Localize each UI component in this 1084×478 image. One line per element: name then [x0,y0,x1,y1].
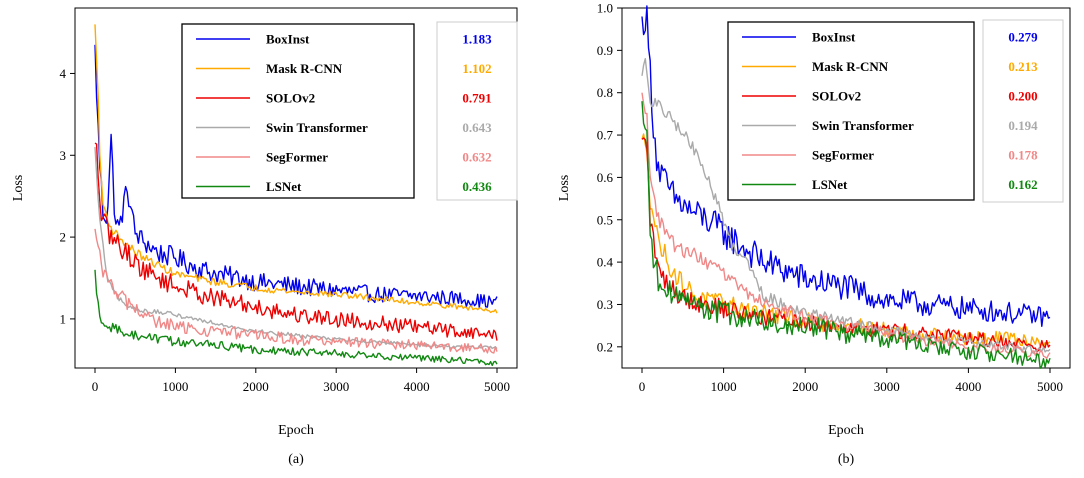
series-line [641,92,1051,359]
legend: BoxInst 0.279 Mask R-CNN 0.213 SOLOv2 0.200 Sw… [727,19,1064,203]
legend: BoxInst 1.183 Mask R-CNN 1.102 SOLOv2 0.791 Sw… [181,21,518,201]
panel-label: (b) [838,452,855,467]
legend-value: 0.178 [1008,148,1038,163]
series-line [641,137,1051,353]
legend-label: Mask R-CNN [812,59,889,74]
legend-label: BoxInst [812,30,856,45]
series-line [94,44,498,309]
y-tick-label: 0.2 [597,339,613,354]
legend-value: 0.791 [462,91,491,106]
panel-label: (a) [288,452,304,467]
legend-value: 0.279 [1008,30,1038,45]
y-tick-label: 0.5 [597,212,613,227]
legend-label: SegFormer [266,150,328,165]
x-tick-label: 5000 [484,379,510,394]
x-tick-label: 2000 [792,379,818,394]
y-tick-label: 1.0 [597,1,613,16]
loss-chart-a: 0 1000 2000 3000 4000 5000 1 2 3 4 Epoch Loss (a) Box… [11,7,518,467]
legend-value: 0.213 [1008,59,1038,74]
legend-box [181,23,415,199]
x-tick-label: 4000 [955,379,981,394]
y-axis-title: Loss [557,175,572,201]
series-line [94,142,498,341]
y-tick-label: 0.3 [597,297,613,312]
x-axis-title: Epoch [278,423,314,438]
legend-label: LSNet [266,179,302,194]
series-line [641,58,1051,354]
legend-value: 0.436 [462,179,492,194]
y-tick-label: 0.8 [597,85,613,100]
legend-value: 1.183 [462,32,492,47]
legend-value: 0.632 [462,150,491,165]
y-tick-label: 0.9 [597,43,613,58]
series-line [94,24,498,314]
x-tick-label: 5000 [1037,379,1063,394]
y-tick-label: 0.7 [597,128,614,143]
legend-value: 0.200 [1008,89,1037,104]
value-box [982,19,1064,203]
legend-value: 0.194 [1008,118,1038,133]
legend-label: SOLOv2 [266,91,315,106]
y-tick-label: 0.6 [597,170,614,185]
legend-label: Swin Transformer [266,120,368,135]
legend-label: Swin Transformer [812,118,914,133]
legend-label: BoxInst [266,32,310,47]
y-axis-title: Loss [11,175,26,201]
series-line [94,228,498,354]
x-axis-title: Epoch [828,423,864,438]
x-tick-label: 3000 [323,379,349,394]
x-tick-label: 0 [92,379,99,394]
y-tick-label: 2 [60,230,67,245]
legend-value: 0.643 [462,120,492,135]
series-line [641,101,1051,369]
legend-box [727,21,975,201]
y-tick-label: 4 [60,66,67,81]
x-tick-label: 2000 [243,379,269,394]
y-tick-label: 0.4 [597,255,614,270]
legend-label: SegFormer [812,148,874,163]
legend-label: LSNet [812,177,848,192]
y-tick-label: 3 [60,148,67,163]
legend-label: SOLOv2 [812,89,861,104]
x-tick-label: 0 [639,379,646,394]
plot-frame [621,7,1071,369]
loss-chart-b: 0 1000 2000 3000 4000 5000 0.2 0.3 0.4 0.5 0.6 0.7 0… [557,1,1071,467]
x-tick-label: 4000 [404,379,430,394]
legend-value: 1.102 [462,61,491,76]
x-tick-label: 1000 [162,379,188,394]
series-line [94,269,498,367]
legend-label: Mask R-CNN [266,61,343,76]
y-tick-label: 1 [60,311,67,326]
x-tick-label: 1000 [711,379,737,394]
value-box [436,21,518,201]
x-tick-label: 3000 [874,379,900,394]
legend-value: 0.162 [1008,177,1037,192]
series-line [641,5,1051,327]
